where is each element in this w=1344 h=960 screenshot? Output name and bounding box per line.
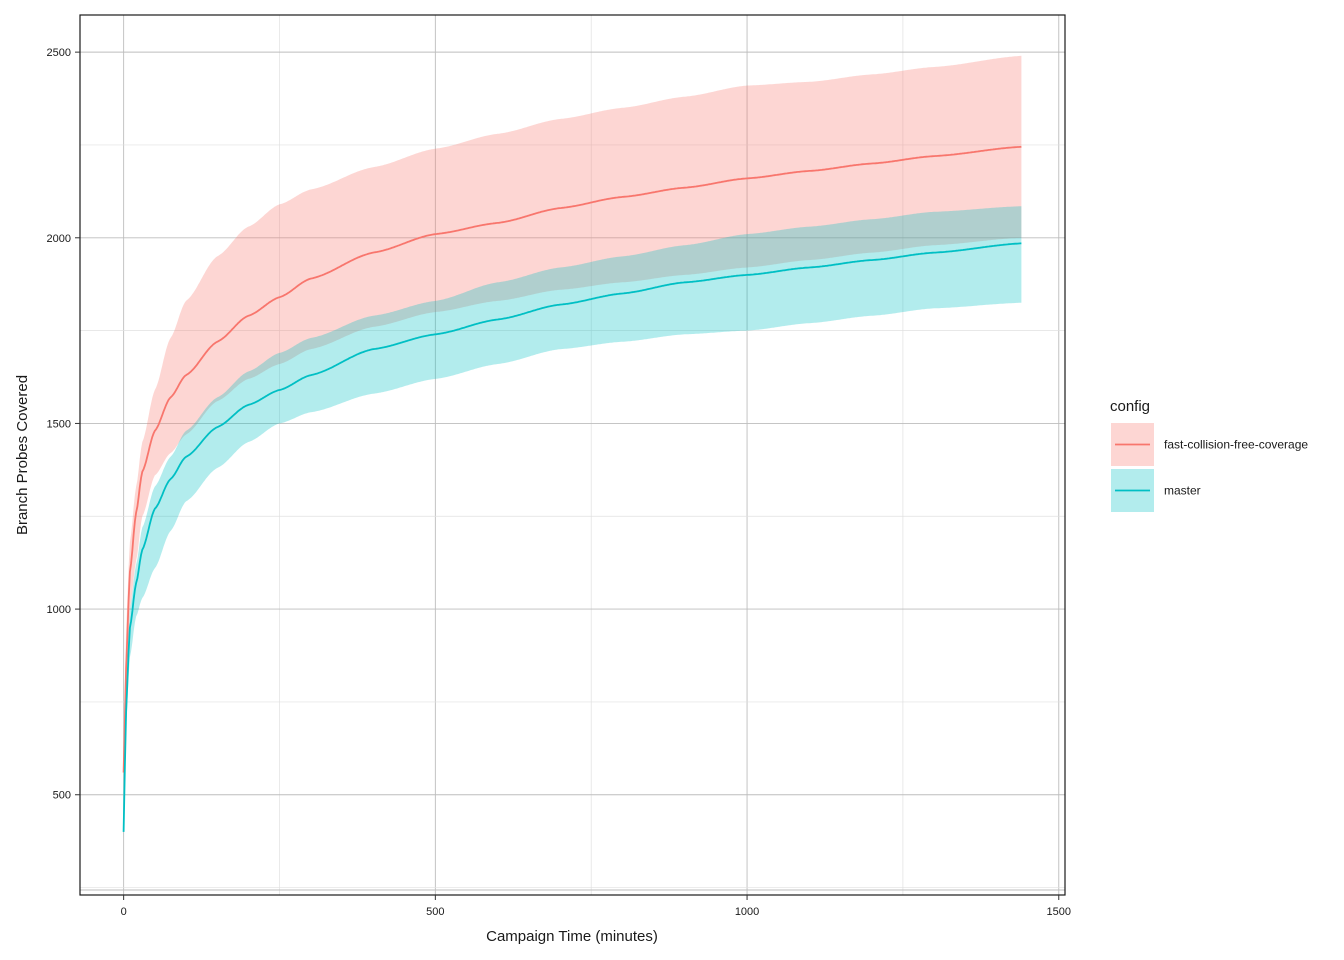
y-axis-title: Branch Probes Covered xyxy=(14,375,31,535)
x-tick-label: 1000 xyxy=(735,906,759,918)
confidence-ribbons xyxy=(123,55,1022,840)
y-tick-label: 1000 xyxy=(47,604,71,616)
ribbon-master xyxy=(123,206,1022,840)
x-tick-label: 1500 xyxy=(1047,906,1071,918)
legend: config fast-collision-free-coverage maste… xyxy=(1110,398,1308,512)
legend-label-fast-collision-free-coverage: fast-collision-free-coverage xyxy=(1164,438,1308,452)
y-tick-label: 500 xyxy=(53,790,71,802)
line-fast-collision-free-coverage xyxy=(122,145,1022,773)
x-tick-label: 500 xyxy=(426,906,444,918)
y-tick-label: 2500 xyxy=(47,47,71,59)
grid-lines xyxy=(80,15,1065,895)
y-tick-label: 1500 xyxy=(47,418,71,430)
line-master xyxy=(122,242,1022,832)
legend-label-master: master xyxy=(1164,484,1201,498)
legend-items: fast-collision-free-coverage master xyxy=(1111,423,1308,512)
panel-border xyxy=(79,14,1066,896)
x-axis-title: Campaign Time (minutes) xyxy=(486,928,658,945)
x-tick-label: 0 xyxy=(121,906,127,918)
legend-title: config xyxy=(1110,398,1150,415)
axes: 0 500 1000 1500 500 1000 1500 2000 2500 xyxy=(47,47,1071,918)
y-tick-label: 2000 xyxy=(47,233,71,245)
series-lines xyxy=(122,145,1022,832)
ribbon-fast-collision-free-coverage xyxy=(123,55,1022,814)
